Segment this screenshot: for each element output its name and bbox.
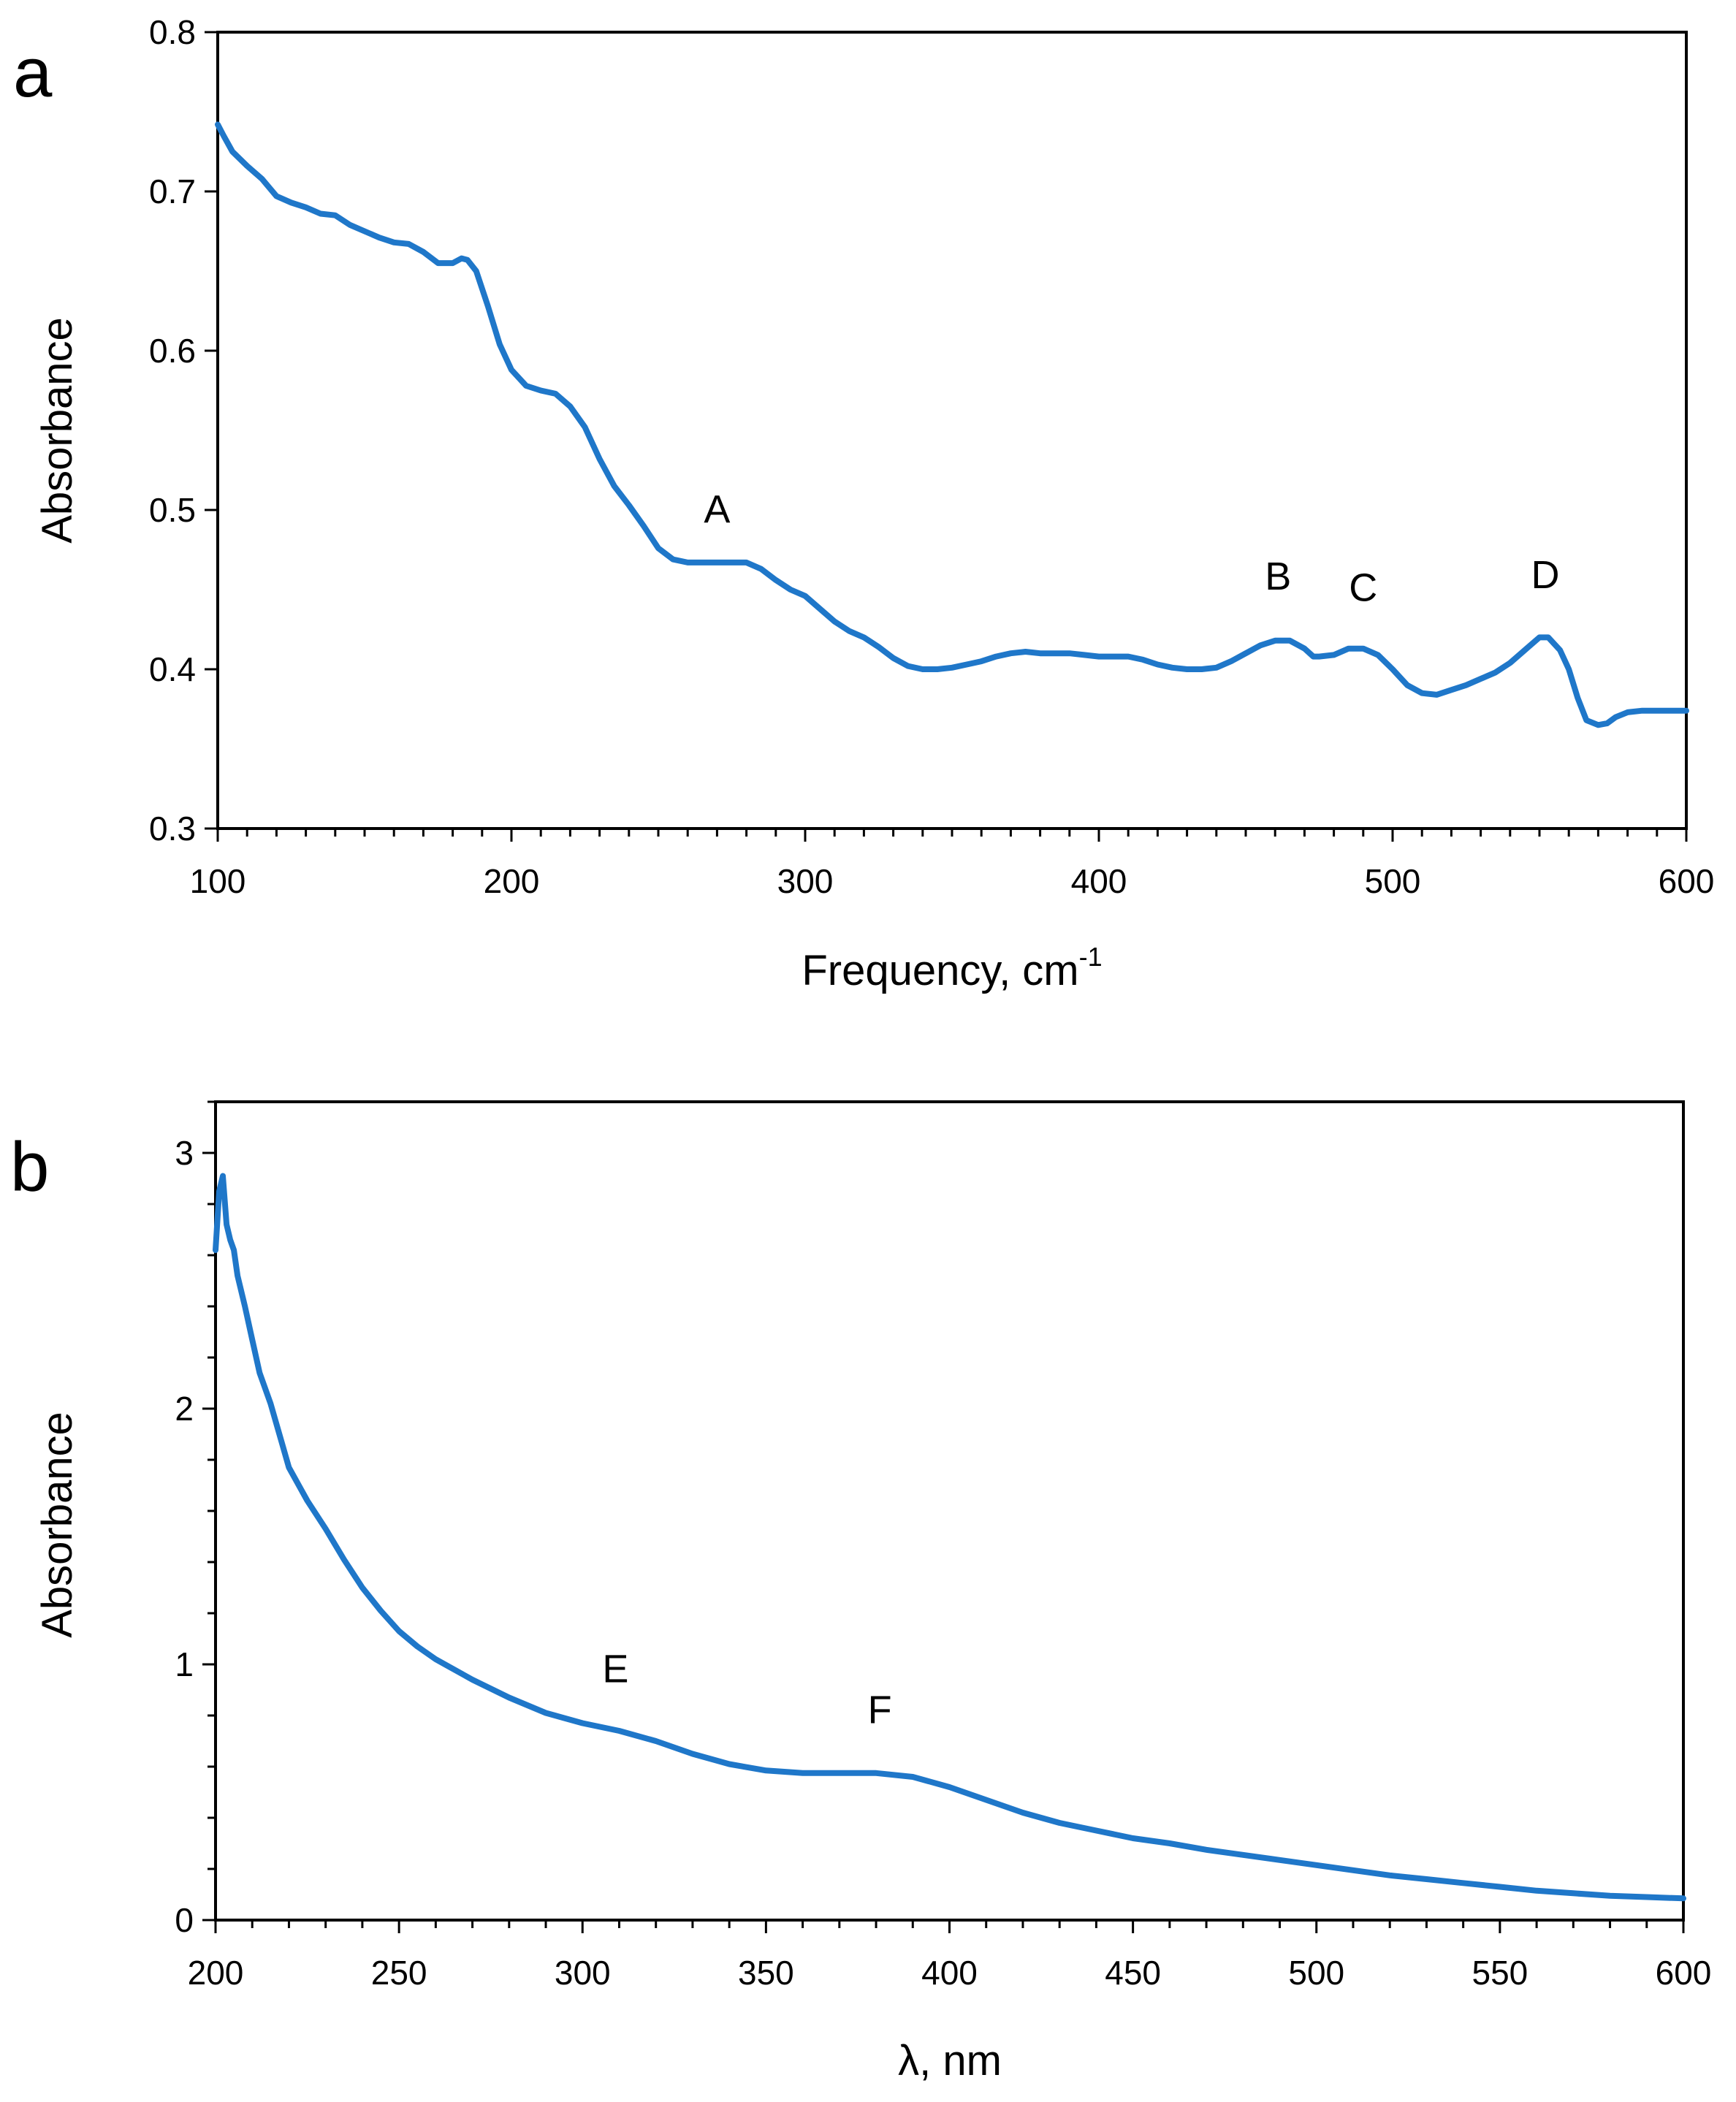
- panel-a: a 100 200 300 400 500 600 0.30.40.50.60.70.8 …: [13, 13, 1714, 994]
- panel-a-annotation-a: A: [704, 487, 730, 531]
- panel-b-x-axis-label: λ, nm: [898, 2037, 1002, 2084]
- panel-a-y-tick-label: 0.3: [149, 810, 196, 848]
- panel-a-x-tick-label: 400: [1071, 862, 1127, 900]
- panel-a-y-tick-labels: 0.3 0.4 0.5 0.6 0.7 0.8: [149, 13, 196, 848]
- panel-a-x-tick-label: 300: [777, 862, 834, 900]
- panel-a-series-line: [215, 121, 1689, 728]
- panel-b-y-axis: [202, 1100, 216, 1922]
- panel-b-x-tick-label: 350: [738, 1954, 794, 1992]
- panel-a-y-tick-label: 0.4: [149, 650, 196, 688]
- panel-a-y-axis-label: Absorbance: [34, 317, 81, 544]
- panel-a-x-tick-label: 200: [484, 862, 540, 900]
- panel-b-y-tick-label: 2: [175, 1390, 194, 1428]
- panel-b-y-tick-labels: 0 1 2 3: [175, 1134, 194, 1939]
- panel-b-annotation-f: F: [868, 1688, 892, 1732]
- panel-b-plot-frame: [214, 1100, 1685, 1922]
- panel-a-annotation-c: C: [1349, 566, 1377, 609]
- panel-b-x-tick-label: 200: [188, 1954, 244, 1992]
- panel-a-x-tick-label: 500: [1365, 862, 1421, 900]
- panel-a-x-axis-label-superscript: -1: [1079, 942, 1103, 972]
- panel-a-x-tick-labels: 100 200 300 400 500 600: [190, 862, 1715, 900]
- panel-b-x-tick-label: 450: [1105, 1954, 1161, 1992]
- panel-b-annotation-e: E: [602, 1648, 628, 1691]
- panel-a-y-tick-label: 0.5: [149, 491, 196, 529]
- panel-a-x-tick-label: 600: [1659, 862, 1715, 900]
- panel-a-x-tick-label: 100: [190, 862, 246, 900]
- panel-b-series-line: [213, 1173, 1686, 1902]
- panel-b-x-tick-label: 400: [921, 1954, 978, 1992]
- panel-a-y-tick-label: 0.8: [149, 13, 196, 51]
- panel-b-x-tick-label: 500: [1288, 1954, 1344, 1992]
- panel-b-x-tick-label: 550: [1472, 1954, 1528, 1992]
- panel-a-y-tick-label: 0.7: [149, 172, 196, 210]
- panel-b-annotations: EF: [602, 1648, 891, 1732]
- panel-a-y-tick-label: 0.6: [149, 332, 196, 370]
- panel-a-plot-frame: [216, 31, 1688, 830]
- panel-b-x-tick-label: 600: [1656, 1954, 1712, 1992]
- panel-b-y-tick-label: 3: [175, 1134, 194, 1172]
- panel-b-y-tick-label: 0: [175, 1901, 194, 1939]
- panel-a-annotation-d: D: [1531, 553, 1560, 597]
- panel-a-x-axis: [216, 829, 1688, 842]
- panel-b-y-tick-label: 1: [175, 1645, 194, 1683]
- panel-a-annotations: A B C D: [704, 487, 1559, 609]
- panel-a-y-axis: [205, 31, 218, 830]
- panel-a-letter: a: [13, 34, 53, 112]
- panel-a-x-axis-label: Frequency, cm-1: [802, 942, 1102, 994]
- panel-b-y-axis-label: Absorbance: [34, 1412, 81, 1638]
- panel-a-annotation-b: B: [1265, 555, 1291, 598]
- panel-b-x-tick-label: 250: [371, 1954, 427, 1992]
- panel-b-x-tick-label: 300: [555, 1954, 611, 1992]
- panel-b-letter: b: [10, 1128, 49, 1206]
- panel-b-x-tick-labels: 200 250 300 350 400 450 500 550 600: [188, 1954, 1712, 1992]
- panel-b-x-axis: [214, 1920, 1685, 1933]
